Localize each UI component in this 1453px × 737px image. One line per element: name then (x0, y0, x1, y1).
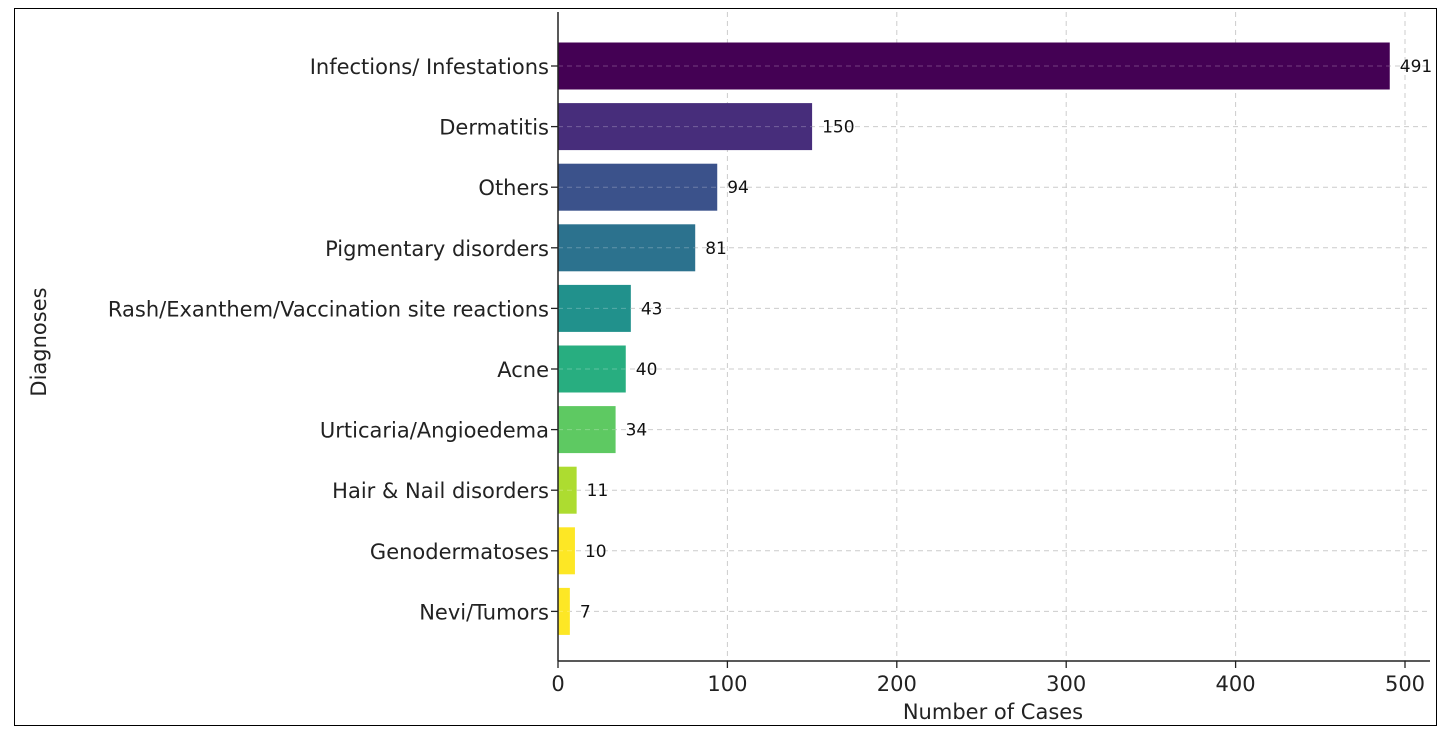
axes (551, 12, 1430, 668)
category-label: Infections/ Infestations (310, 55, 549, 79)
bar (558, 163, 718, 211)
category-label: Others (478, 176, 549, 200)
x-tick-label: 400 (1216, 672, 1256, 696)
category-label: Rash/Exanthem/Vaccination site reactions (108, 297, 549, 321)
x-tick-label: 0 (551, 672, 564, 696)
value-label: 10 (585, 542, 607, 562)
value-label: 150 (822, 118, 854, 138)
value-label: 43 (641, 299, 663, 319)
category-label: Nevi/Tumors (419, 600, 549, 624)
value-label: 94 (727, 178, 749, 198)
labels: 0 100 200 300 400 500 Infections/ Infestations… (108, 55, 1432, 696)
value-label: 491 (1400, 57, 1432, 77)
bar (558, 284, 631, 332)
category-label: Acne (497, 358, 549, 382)
x-tick-label: 200 (877, 672, 917, 696)
bar (558, 103, 813, 151)
bar (558, 224, 696, 272)
category-label: Hair & Nail disorders (332, 479, 549, 503)
y-axis-title: Diagnoses (27, 287, 51, 396)
value-label: 7 (580, 602, 591, 622)
bar (558, 345, 626, 393)
category-label: Urticaria/Angioedema (320, 419, 549, 443)
value-label: 11 (587, 481, 609, 501)
bar (558, 466, 577, 514)
x-axis-title: Number of Cases (903, 700, 1083, 724)
bar (558, 42, 1390, 90)
bars (558, 42, 1390, 635)
category-label: Genodermatoses (370, 540, 549, 564)
bar (558, 406, 616, 454)
category-label: Dermatitis (439, 116, 549, 140)
category-label: Pigmentary disorders (325, 237, 549, 261)
x-tick-label: 100 (707, 672, 747, 696)
bar (558, 527, 575, 575)
value-label: 34 (626, 421, 648, 441)
value-label: 81 (705, 239, 727, 259)
bar (558, 587, 570, 635)
value-label: 40 (636, 360, 658, 380)
x-tick-label: 500 (1385, 672, 1425, 696)
x-tick-label: 300 (1046, 672, 1086, 696)
